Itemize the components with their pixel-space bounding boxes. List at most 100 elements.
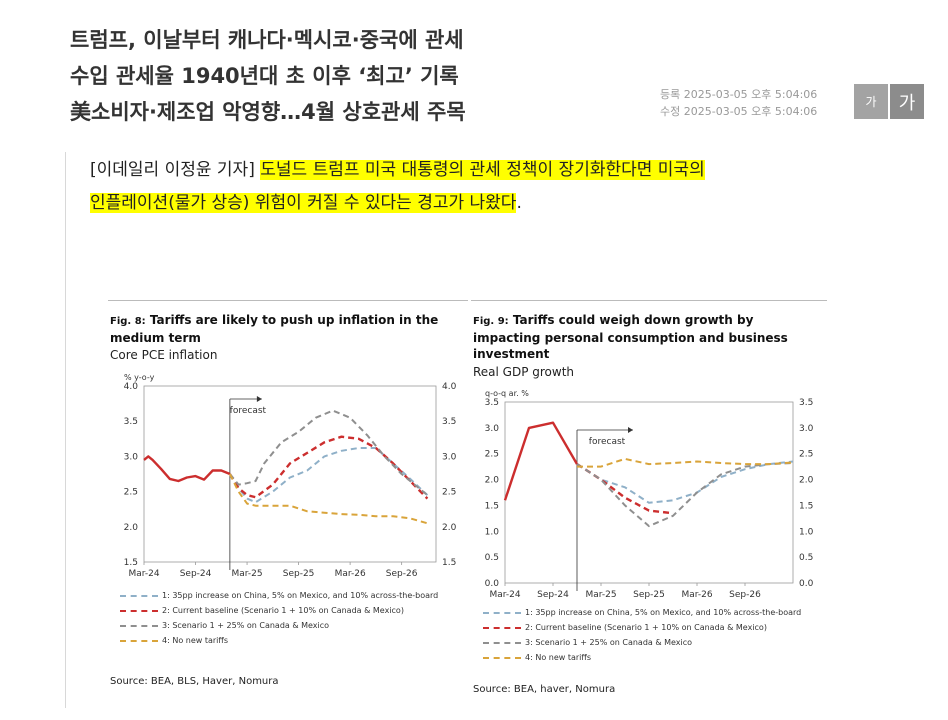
forecast-arrowhead bbox=[628, 427, 633, 433]
y-tick-label-left: 1.5 bbox=[124, 558, 138, 568]
y-tick-label-right: 2.5 bbox=[799, 450, 813, 460]
legend-swatch bbox=[483, 611, 521, 614]
y-tick-label-left: 0.0 bbox=[485, 579, 500, 589]
x-tick-label: Sep-25 bbox=[283, 569, 315, 579]
series-line-2 bbox=[228, 435, 429, 500]
plot-frame bbox=[504, 401, 794, 584]
legend-label: 1: 35pp increase on China, 5% on Mexico,… bbox=[162, 591, 439, 600]
series-line-0 bbox=[143, 455, 231, 483]
x-tick-label: Mar-24 bbox=[489, 590, 520, 600]
x-tick-label: Sep-24 bbox=[180, 569, 212, 579]
figure-9-label: Fig. 9: bbox=[473, 316, 509, 327]
legend-item: 1: 35pp increase on China, 5% on Mexico,… bbox=[120, 588, 438, 603]
figure-8-label: Fig. 8: bbox=[110, 316, 146, 327]
x-tick-label: Sep-24 bbox=[537, 590, 569, 600]
lead-highlight-2: 인플레이션(물가 상승) 위험이 커질 수 있다는 경고가 나왔다 bbox=[90, 193, 517, 213]
legend-label: 3: Scenario 1 + 25% on Canada & Mexico bbox=[525, 638, 693, 647]
y-tick-label-right: 2.5 bbox=[442, 488, 456, 498]
y-tick-label-right: 0.0 bbox=[799, 579, 814, 589]
series-line-4 bbox=[229, 473, 428, 525]
y-tick-label-left: 1.5 bbox=[485, 501, 499, 511]
legend-label: 3: Scenario 1 + 25% on Canada & Mexico bbox=[162, 621, 330, 630]
headline-line-2: 수입 관세율 1940년대 초 이후 ‘최고’ 기록 bbox=[70, 64, 459, 88]
figure-8-source: Source: BEA, BLS, Haver, Nomura bbox=[110, 676, 279, 687]
series-line-4 bbox=[577, 457, 794, 468]
y-tick-label-right: 4.0 bbox=[442, 382, 457, 392]
figure-8-legend: 1: 35pp increase on China, 5% on Mexico,… bbox=[120, 588, 438, 648]
legend-swatch bbox=[120, 624, 158, 627]
font-size-large-button[interactable]: 가 bbox=[890, 84, 924, 119]
x-tick-label: Mar-25 bbox=[585, 590, 616, 600]
series-line-1 bbox=[576, 460, 794, 504]
legend-label: 2: Current baseline (Scenario 1 + 10% on… bbox=[162, 606, 404, 615]
figure-8-chart: % y-o-y4.0 4.03.5 3.53.0 3.02.5 2.52.0 2.01.5… bbox=[124, 373, 457, 579]
y-tick-label-right: 3.0 bbox=[442, 452, 457, 462]
figure-8: Fig. 8: Tariffs are likely to push up in… bbox=[108, 300, 468, 700]
legend-item: 2: Current baseline (Scenario 1 + 10% on… bbox=[483, 620, 801, 635]
figure-9-legend: 1: 35pp increase on China, 5% on Mexico,… bbox=[483, 605, 801, 665]
series-line-3 bbox=[576, 462, 794, 528]
figure-8-title: Tariffs are likely to push up inflation … bbox=[110, 313, 439, 345]
series-line-3 bbox=[229, 409, 429, 496]
x-tick-label: Mar-24 bbox=[128, 569, 159, 579]
x-tick-label: Sep-25 bbox=[633, 590, 665, 600]
font-size-small-button[interactable]: 가 bbox=[854, 84, 888, 119]
y-tick-label-right: 3.5 bbox=[799, 398, 813, 408]
figure-9-source: Source: BEA, haver, Nomura bbox=[473, 684, 616, 695]
y-tick-label-left: 3.5 bbox=[124, 417, 138, 427]
legend-item: 4: No new tariffs bbox=[120, 633, 438, 648]
content-divider bbox=[65, 152, 66, 708]
legend-label: 2: Current baseline (Scenario 1 + 10% on… bbox=[525, 623, 767, 632]
article-headline: 트럼프, 이날부터 캐나다·멕시코·중국에 관세 수입 관세율 1940년대 초… bbox=[70, 22, 630, 130]
forecast-arrowhead bbox=[256, 396, 262, 402]
legend-swatch bbox=[120, 594, 158, 597]
legend-swatch bbox=[483, 641, 521, 644]
x-tick-label: Sep-26 bbox=[729, 590, 761, 600]
plot-frame bbox=[143, 385, 437, 563]
figure-9-title: Tariffs could weigh down growth by impac… bbox=[473, 313, 788, 361]
byline: [이데일리 이정윤 기자] bbox=[90, 160, 255, 180]
legend-label: 4: No new tariffs bbox=[525, 653, 592, 662]
figure-8-subtitle: Core PCE inflation bbox=[110, 348, 218, 362]
y-tick-label-right: 3.5 bbox=[442, 417, 456, 427]
legend-swatch bbox=[483, 626, 521, 629]
y-tick-label-right: 2.0 bbox=[799, 476, 814, 486]
y-tick-label-right: 1.5 bbox=[442, 558, 456, 568]
y-tick-label-right: 2.0 bbox=[442, 523, 457, 533]
figure-9-top-rule bbox=[471, 300, 827, 301]
x-tick-label: Mar-26 bbox=[681, 590, 712, 600]
figure-8-title-block: Fig. 8: Tariffs are likely to push up in… bbox=[110, 312, 450, 346]
x-tick-label: Sep-26 bbox=[386, 569, 418, 579]
x-tick-label: Mar-25 bbox=[232, 569, 263, 579]
legend-item: 1: 35pp increase on China, 5% on Mexico,… bbox=[483, 605, 801, 620]
series-line-1 bbox=[229, 447, 429, 504]
y-tick-label-left: 2.5 bbox=[124, 488, 138, 498]
legend-label: 1: 35pp increase on China, 5% on Mexico,… bbox=[525, 608, 802, 617]
article-lead: [이데일리 이정윤 기자] 도널드 트럼프 미국 대통령의 관세 정책이 장기화… bbox=[90, 154, 890, 220]
figure-8-top-rule bbox=[108, 300, 468, 301]
legend-swatch bbox=[120, 609, 158, 612]
y-tick-label-left: 3.0 bbox=[124, 452, 139, 462]
legend-item: 3: Scenario 1 + 25% on Canada & Mexico bbox=[120, 618, 438, 633]
series-line-2 bbox=[576, 463, 674, 515]
y-tick-label-right: 1.0 bbox=[799, 527, 814, 537]
figure-9-subtitle: Real GDP growth bbox=[473, 365, 575, 379]
lead-period: . bbox=[516, 193, 522, 213]
y-tick-label-left: 1.0 bbox=[485, 527, 500, 537]
legend-item: 3: Scenario 1 + 25% on Canada & Mexico bbox=[483, 635, 801, 650]
legend-item: 2: Current baseline (Scenario 1 + 10% on… bbox=[120, 603, 438, 618]
legend-swatch bbox=[483, 656, 521, 659]
y-tick-label-right: 0.5 bbox=[799, 553, 813, 563]
lead-highlight-1: 도널드 트럼프 미국 대통령의 관세 정책이 장기화한다면 미국의 bbox=[260, 160, 705, 180]
y-tick-label-left: 0.5 bbox=[485, 553, 499, 563]
y-tick-label-left: 2.0 bbox=[485, 476, 500, 486]
x-tick-label: Mar-26 bbox=[335, 569, 366, 579]
headline-line-3: 美소비자·제조업 악영향…4월 상호관세 주목 bbox=[70, 100, 466, 124]
y-tick-label-left: 4.0 bbox=[124, 382, 139, 392]
y-tick-label-left: 3.5 bbox=[485, 398, 499, 408]
y-tick-label-right: 1.5 bbox=[799, 501, 813, 511]
legend-swatch bbox=[120, 639, 158, 642]
figure-9-chart: q-o-q ar. %3.5 3.53.0 3.02.5 2.52.0 2.01.5 1.… bbox=[485, 389, 814, 600]
legend-label: 4: No new tariffs bbox=[162, 636, 229, 645]
y-axis-unit-label: q-o-q ar. % bbox=[485, 389, 529, 398]
